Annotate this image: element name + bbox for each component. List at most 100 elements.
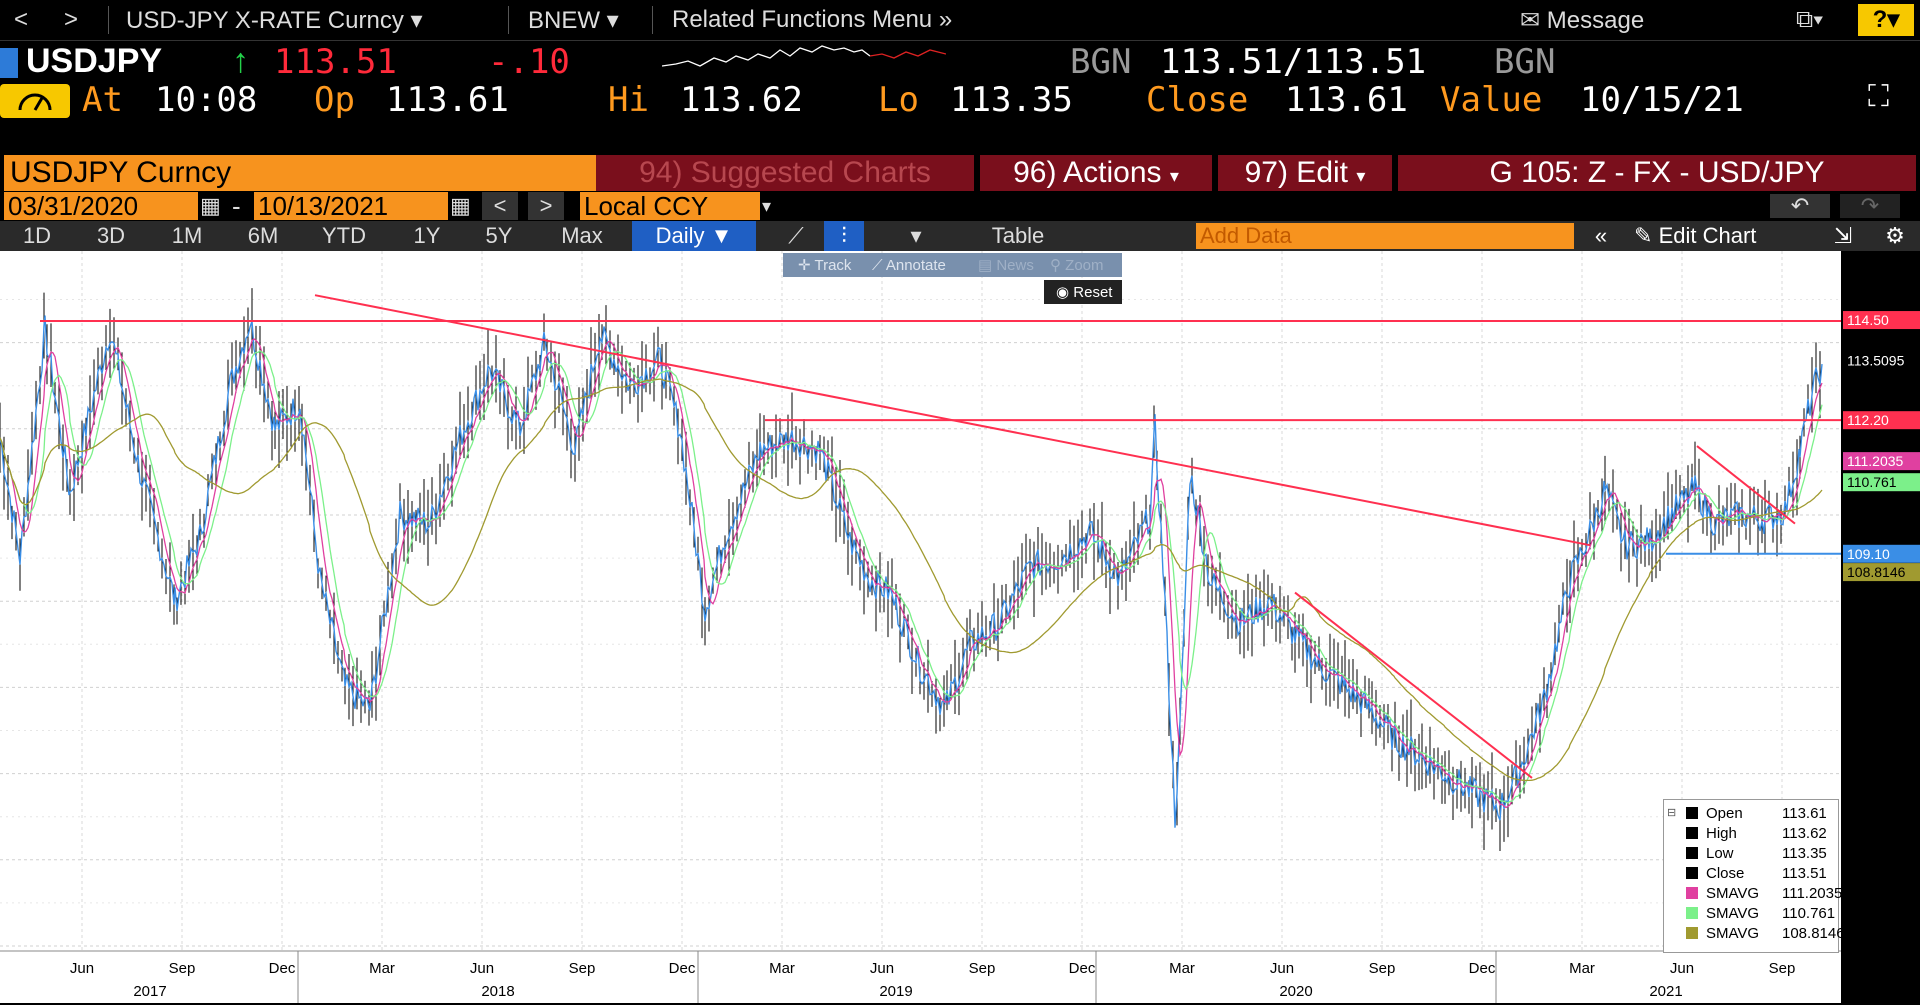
legend-swatch	[1686, 807, 1698, 819]
period-5y[interactable]: 5Y	[485, 223, 513, 248]
legend-label: SMAVG	[1706, 925, 1760, 942]
source-selector-label: BNEW	[528, 7, 600, 34]
open-label: Op	[314, 80, 355, 120]
x-tick-label: Sep	[1369, 960, 1396, 977]
price-tags: 114.50 113.5095 112.20 111.2035 110.761 109.1…	[1843, 311, 1920, 582]
price-tag-label: 112.20	[1847, 412, 1889, 428]
security-selector[interactable]: USD-JPY X-RATE Curncy ▾	[126, 6, 423, 35]
price-tag	[1843, 473, 1920, 492]
legend-swatch	[1686, 827, 1698, 839]
legend-row-high: High 113.62	[1686, 824, 1827, 844]
x-year-label: 2020	[1279, 983, 1312, 1000]
top-nav-bar: < > USD-JPY X-RATE Curncy ▾ BNEW ▾ Relat…	[0, 0, 1920, 41]
smavg-line	[0, 378, 1823, 782]
help-button[interactable]: ?▾	[1858, 4, 1914, 36]
end-date-field[interactable]: 10/13/2021	[254, 192, 448, 220]
chevron-down-icon[interactable]: ▾	[910, 223, 922, 248]
table-button[interactable]: Table	[991, 223, 1045, 248]
period-1y[interactable]: 1Y	[413, 223, 441, 248]
security-field[interactable]: USDJPY Curncy	[4, 155, 598, 191]
related-functions-menu[interactable]: Related Functions Menu »	[672, 6, 952, 34]
add-data-input[interactable]: Add Data	[1196, 223, 1574, 249]
x-tick-label: Mar	[769, 960, 795, 977]
speedometer-icon[interactable]	[0, 84, 70, 118]
close-label: Close	[1146, 80, 1249, 120]
candlestick-icon[interactable]: ⫶	[824, 221, 864, 251]
x-year-label: 2017	[133, 983, 166, 1000]
next-period-button[interactable]: >	[528, 192, 564, 220]
zoom-tool[interactable]: ⚲ Zoom	[1050, 257, 1104, 274]
chevron-down-icon: ▾	[1169, 166, 1179, 186]
y-tick-label: 110.00	[1848, 507, 1893, 524]
period-toolbar: 1D 3D 1M 6M YTD 1Y 5Y Max Daily ▼ ⟋ ⫶ ▾ …	[0, 221, 1920, 251]
frequency-selector[interactable]: Daily ▼	[632, 221, 756, 251]
chevron-down-icon: ▼	[710, 223, 733, 248]
price-tag-label: 108.8146	[1847, 564, 1906, 580]
open-price: 113.61	[386, 80, 509, 120]
edit-chart-button[interactable]: ✎ Edit Chart	[1634, 221, 1810, 251]
y-axis: 114.00112.00110.00108.00106.00104.00102.…	[1848, 335, 1894, 955]
annotate-tool[interactable]: ⟋ Annotate	[872, 257, 946, 274]
y-tick-label: 104.00	[1848, 766, 1894, 783]
start-date-field[interactable]: 03/31/2020	[4, 192, 198, 220]
legend-label: Close	[1706, 865, 1745, 882]
chart-export-icon[interactable]: ⛶	[1868, 80, 1889, 113]
forward-button[interactable]: >	[64, 6, 79, 33]
legend-swatch	[1686, 927, 1698, 939]
calendar-icon[interactable]: ▦	[450, 193, 471, 218]
period-6m[interactable]: 6M	[247, 223, 279, 248]
high-label: Hi	[608, 80, 649, 120]
calendar-icon[interactable]: ▦	[200, 193, 221, 218]
reset-button[interactable]: ◉ Reset	[1056, 284, 1113, 301]
chart-settings-icon[interactable]: ⇲	[1833, 223, 1853, 248]
x-tick-label: Mar	[1169, 960, 1195, 977]
close-price: 113.61	[1285, 80, 1408, 120]
related-functions-label: Related Functions Menu	[672, 6, 933, 33]
period-ytd[interactable]: YTD	[322, 223, 366, 248]
legend-swatch	[1686, 847, 1698, 859]
currency-selector[interactable]: Local CCY	[580, 192, 760, 220]
gear-icon[interactable]: ⚙	[1885, 223, 1905, 248]
redo-icon[interactable]: ↷	[1840, 194, 1900, 218]
line-chart-icon[interactable]: ⟋	[788, 223, 804, 248]
bid-ask: 113.51/113.51	[1160, 42, 1427, 82]
news-label: News	[996, 257, 1034, 274]
news-tool[interactable]: ▤ News	[978, 257, 1034, 274]
back-button[interactable]: <	[14, 6, 29, 33]
period-1d[interactable]: 1D	[22, 223, 52, 248]
y-tick-label: 106.00	[1848, 679, 1894, 696]
legend-row-low: Low 113.35	[1686, 844, 1827, 864]
undo-icon[interactable]: ↶	[1770, 194, 1830, 218]
legend-collapse-icon[interactable]: ⊟	[1667, 807, 1677, 819]
source-selector[interactable]: BNEW ▾	[528, 6, 619, 35]
quote-time: 10:08	[155, 80, 258, 120]
collapse-icon[interactable]: «	[1594, 223, 1608, 248]
period-max[interactable]: Max	[561, 223, 603, 248]
value-date: 10/15/21	[1580, 80, 1744, 120]
window-menu-icon[interactable]: ⧉▾	[1796, 6, 1824, 33]
security-selector-label: USD-JPY X-RATE Curncy	[126, 7, 404, 34]
edit-menu[interactable]: 97) Edit ▾	[1218, 155, 1392, 191]
legend-swatch	[1686, 907, 1698, 919]
up-arrow-icon: ↑	[232, 42, 249, 80]
period-1m[interactable]: 1M	[171, 223, 203, 248]
reset-button-background	[1044, 280, 1122, 304]
downtrend-line	[314, 294, 1591, 547]
date-range-row: 03/31/2020 ▦ - 10/13/2021 ▦ < > Local CC…	[0, 192, 1920, 220]
period-3d[interactable]: 3D	[96, 223, 126, 248]
price-tag	[1843, 563, 1920, 582]
track-tool[interactable]: ✛ Track	[798, 257, 852, 274]
suggested-charts-button[interactable]: 94) Suggested Charts	[596, 155, 974, 191]
y-tick-label: 100.00	[1848, 938, 1894, 955]
previous-period-button[interactable]: <	[482, 192, 518, 220]
chevron-down-icon[interactable]: ▾	[762, 196, 772, 216]
message-button[interactable]: ✉ Message	[1520, 6, 1644, 35]
x-tick-label: Dec	[669, 960, 696, 977]
x-axis-band	[0, 951, 1841, 1003]
y-tick-label: 114.00	[1848, 335, 1893, 352]
price-chart[interactable]: Jun Sep Dec Mar Jun Sep Dec Mar Jun Sep Dec Mar Jun S…	[0, 251, 1920, 1003]
actions-menu[interactable]: 96) Actions ▾	[980, 155, 1212, 191]
x-year-label: 2018	[481, 983, 514, 1000]
function-bar: USDJPY Curncy 94) Suggested Charts 96) A…	[0, 155, 1920, 191]
legend-value: 110.761	[1782, 905, 1836, 922]
